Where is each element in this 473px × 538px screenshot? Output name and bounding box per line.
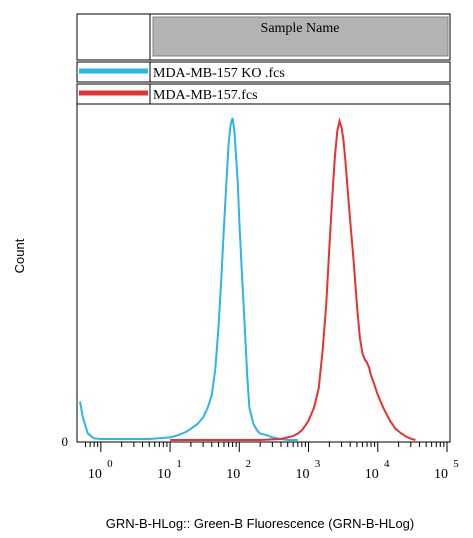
x-tick-label: 10 [157, 467, 171, 482]
x-tick-label-exponent: 5 [453, 458, 459, 470]
x-axis-label: GRN-B-HLog:: Green-B Fluorescence (GRN-B… [106, 516, 414, 531]
plot-frame [76, 103, 451, 443]
x-tick-label-exponent: 1 [176, 458, 182, 470]
y-tick-label-0: 0 [62, 434, 69, 449]
x-tick-label: 10 [434, 467, 448, 482]
legend-header-text: Sample Name [261, 21, 340, 36]
x-tick-label: 10 [88, 467, 102, 482]
x-tick-label-exponent: 2 [246, 458, 252, 470]
legend-header-fill [152, 16, 449, 57]
legend: Sample Name MDA-MB-157 KO .fcs MDA-MB-15… [76, 13, 451, 105]
legend-row-1-name-cell [149, 61, 451, 83]
x-tick-label: 10 [226, 467, 240, 482]
y-axis-label: Count [12, 238, 27, 273]
x-tick-label: 10 [365, 467, 379, 482]
x-tick-label: 10 [296, 467, 310, 482]
x-tick-label-exponent: 0 [107, 458, 113, 470]
series-line-2 [170, 117, 416, 441]
legend-label-series-1: MDA-MB-157 KO .fcs [153, 66, 285, 81]
legend-label-series-2: MDA-MB-157.fcs [153, 88, 258, 103]
legend-header-blank-cell [76, 13, 151, 61]
x-tick-label-exponent: 4 [384, 458, 390, 470]
series-layer [79, 117, 416, 441]
x-axis: 10 0 10 1 10 2 10 3 10 4 10 5 [84, 442, 459, 482]
series-line-1 [79, 117, 298, 441]
x-tick-label-exponent: 3 [315, 458, 321, 470]
